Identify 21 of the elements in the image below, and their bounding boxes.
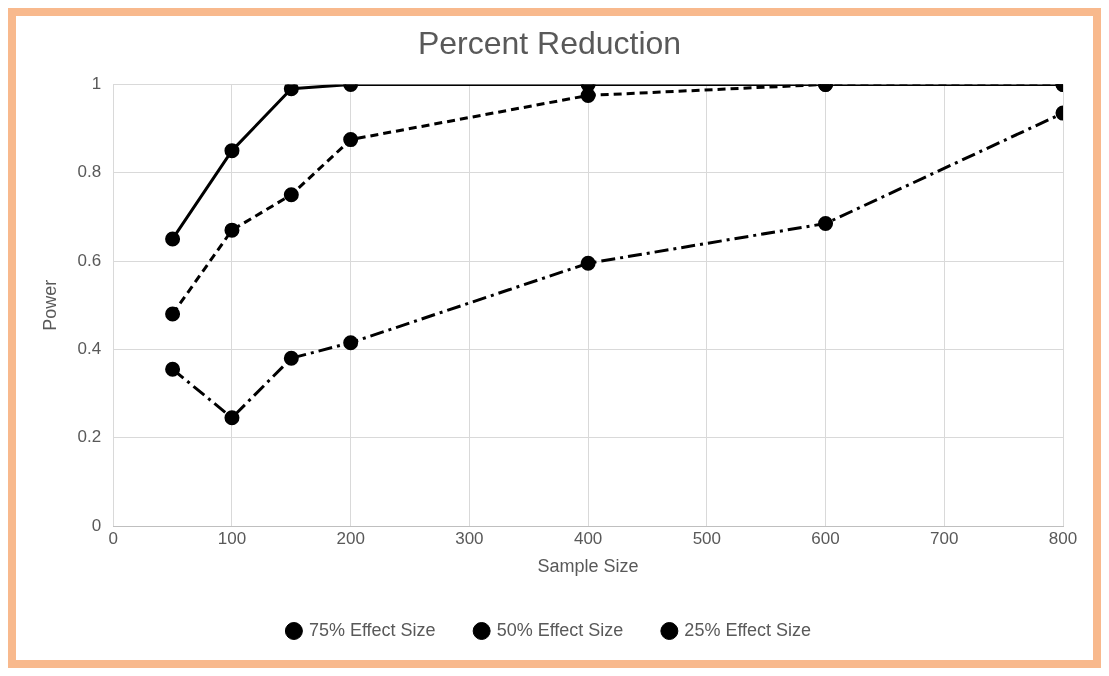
y-tick-label: 0: [91, 515, 102, 535]
x-tick-label: 500: [692, 528, 722, 548]
x-tick-label: 100: [217, 528, 247, 548]
x-tick-label: 0: [108, 528, 118, 548]
legend-label: 75% Effect Size: [308, 619, 436, 640]
chart-title: Percent Reduction: [417, 25, 682, 62]
y-tick-label: 0.6: [77, 250, 102, 270]
y-tick-label: 1: [91, 74, 102, 94]
x-tick-label: 700: [930, 528, 959, 548]
legend-label: 25% Effect Size: [684, 619, 812, 640]
legend-label: 50% Effect Size: [496, 619, 624, 640]
y-axis-title: Power: [39, 279, 60, 331]
y-tick-label: 0.2: [77, 427, 102, 447]
x-tick-label: 600: [811, 528, 840, 548]
x-tick-label: 200: [336, 528, 365, 548]
x-tick-label: 400: [573, 528, 603, 548]
y-tick-label: 0.8: [77, 162, 102, 182]
y-tick-label: 0.4: [77, 339, 102, 359]
x-axis-title: Sample Size: [537, 556, 639, 577]
x-tick-label: 300: [455, 528, 484, 548]
x-tick-label: 800: [1048, 528, 1078, 548]
